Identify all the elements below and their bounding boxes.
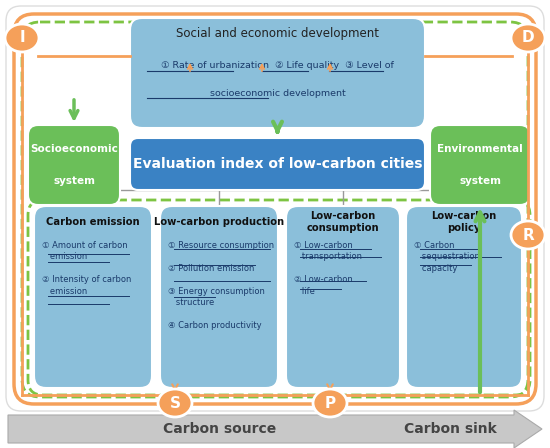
Text: P: P [324, 396, 336, 410]
Text: Low-carbon
consumption: Low-carbon consumption [307, 211, 380, 233]
FancyBboxPatch shape [130, 138, 425, 190]
Ellipse shape [511, 24, 545, 52]
Text: ① Amount of carbon
   emission

② Intensity of carbon
   emission: ① Amount of carbon emission ② Intensity … [42, 241, 131, 296]
FancyBboxPatch shape [430, 125, 530, 205]
Text: ① Low-carbon
   transportation

② Low-carbon
   life: ① Low-carbon transportation ② Low-carbon… [294, 241, 362, 296]
FancyBboxPatch shape [6, 6, 544, 411]
FancyBboxPatch shape [28, 125, 120, 205]
Ellipse shape [313, 389, 347, 417]
Text: Low-carbon production: Low-carbon production [154, 217, 284, 227]
Text: ① Carbon
   sequestration
   capacity: ① Carbon sequestration capacity [414, 241, 480, 273]
Text: S: S [169, 396, 180, 410]
Text: R: R [522, 228, 534, 242]
FancyBboxPatch shape [406, 206, 522, 388]
Text: ① Rate of urbanization  ② Life quality  ③ Level of: ① Rate of urbanization ② Life quality ③ … [161, 61, 394, 70]
Text: ① Resource consumption

② Pollution emission

③ Energy consumption
   structure
: ① Resource consumption ② Pollution emiss… [168, 241, 274, 330]
Ellipse shape [158, 389, 192, 417]
FancyBboxPatch shape [130, 18, 425, 128]
Text: D: D [522, 30, 534, 46]
Text: Environmental

system: Environmental system [437, 144, 523, 186]
Ellipse shape [511, 221, 545, 249]
Text: Low-carbon
policy: Low-carbon policy [431, 211, 497, 233]
FancyBboxPatch shape [34, 206, 152, 388]
Text: Evaluation index of low-carbon cities: Evaluation index of low-carbon cities [133, 157, 422, 171]
Text: Socioeconomic

system: Socioeconomic system [30, 144, 118, 186]
Text: Carbon source: Carbon source [163, 422, 277, 436]
Text: Carbon sink: Carbon sink [404, 422, 496, 436]
Polygon shape [8, 410, 542, 448]
Text: I: I [19, 30, 25, 46]
Ellipse shape [5, 24, 39, 52]
Text: Social and economic development: Social and economic development [176, 27, 379, 40]
Text: Carbon emission: Carbon emission [46, 217, 140, 227]
FancyBboxPatch shape [160, 206, 278, 388]
Text: socioeconomic development: socioeconomic development [210, 89, 345, 98]
FancyBboxPatch shape [286, 206, 400, 388]
